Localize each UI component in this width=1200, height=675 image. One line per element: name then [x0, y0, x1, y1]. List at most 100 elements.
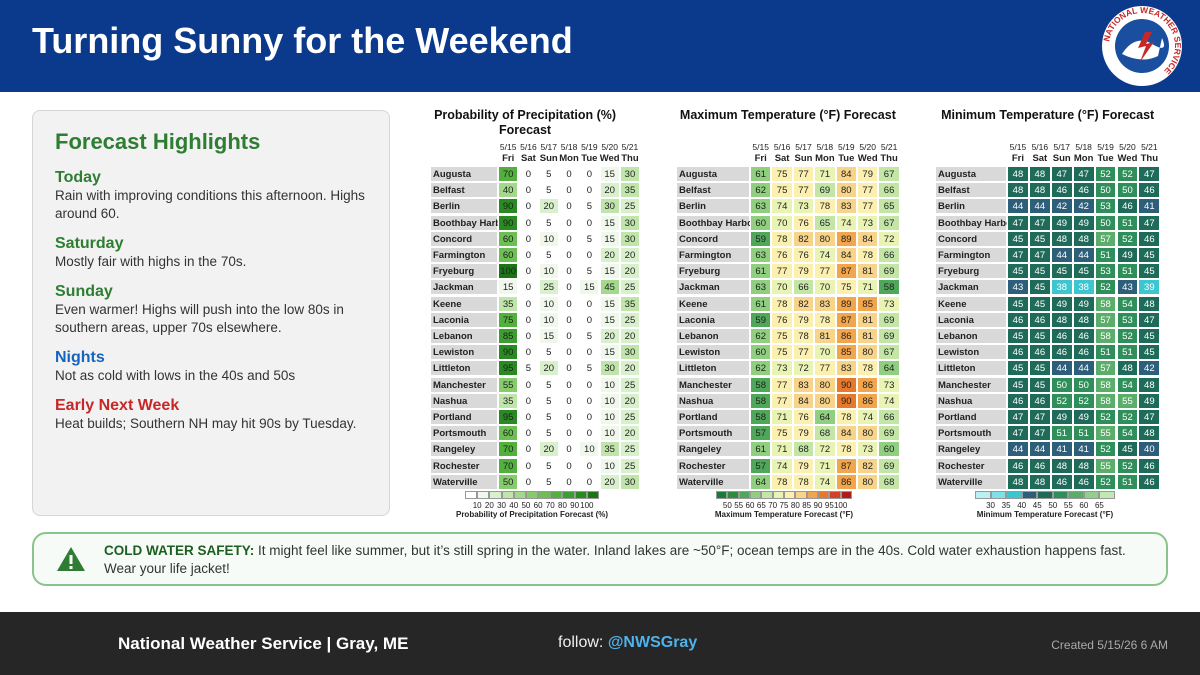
value-cell: 45 [1138, 328, 1161, 344]
value-cell: 52 [1116, 457, 1139, 474]
value-cell: 80 [857, 425, 879, 442]
value-cell: 50 [1116, 182, 1139, 199]
value-cell: 84 [857, 230, 879, 247]
value-cell: 46 [1138, 473, 1161, 490]
value-cell: 25 [619, 311, 641, 328]
table-title: Minimum Temperature (°F) Forecast [941, 108, 1155, 122]
value-cell: 15 [599, 214, 620, 231]
city-name: Jackman [935, 279, 1007, 296]
value-cell: 51 [1050, 425, 1073, 442]
value-cell: 0 [558, 457, 580, 474]
value-cell: 47 [1028, 247, 1051, 263]
value-cell: 74 [835, 214, 857, 231]
value-cell: 64 [750, 473, 772, 490]
value-cell: 70 [814, 279, 836, 296]
value-cell: 0 [558, 425, 580, 442]
highlight-heading: Today [55, 169, 101, 186]
date-header: 5/18 [814, 141, 836, 153]
value-cell: 61 [750, 166, 772, 182]
value-cell: 0 [558, 279, 580, 296]
value-cell: 47 [1072, 166, 1095, 182]
legend-label: Minimum Temperature Forecast (°F) [976, 510, 1114, 519]
value-cell: 48 [1116, 360, 1139, 377]
highlight-text: Not as cold with lows in the 40s and 50s [55, 368, 296, 383]
date-header: 5/20 [599, 141, 620, 153]
value-cell: 79 [792, 263, 815, 280]
date-header: 5/20 [857, 141, 879, 153]
table-title: Probability of Precipitation (%) Forecas… [434, 108, 617, 137]
value-cell: 20 [619, 425, 641, 442]
value-cell: 78 [771, 473, 793, 490]
value-cell: 62 [750, 182, 772, 199]
value-cell: 90 [498, 344, 519, 361]
value-cell: 86 [857, 376, 879, 393]
value-cell: 46 [1072, 328, 1095, 344]
value-cell: 95 [498, 360, 519, 377]
value-cell: 39 [1138, 279, 1161, 296]
value-cell: 5 [538, 166, 559, 182]
value-cell: 46 [1072, 344, 1095, 361]
city-name: Rochester [676, 457, 750, 474]
value-cell: 5 [538, 457, 559, 474]
city-name: Rangeley [430, 441, 498, 458]
value-cell: 84 [835, 425, 857, 442]
day-header: Fri [750, 153, 772, 165]
value-cell: 0 [579, 166, 600, 182]
day-header: Fri [1007, 153, 1029, 165]
date-header: 5/15 [750, 141, 772, 153]
day-header: Sat [771, 153, 793, 165]
day-header: Sun [792, 153, 815, 165]
day-header: Sat [518, 153, 539, 165]
legend-swatch [975, 491, 991, 499]
value-cell: 46 [1028, 311, 1051, 328]
value-cell: 76 [771, 247, 793, 263]
value-cell: 43 [1116, 279, 1139, 296]
legend-tick-label: 55 [734, 501, 744, 510]
value-cell: 80 [814, 392, 836, 409]
value-cell: 45 [1028, 295, 1051, 312]
value-cell: 89 [835, 295, 857, 312]
value-cell: 25 [619, 279, 641, 296]
value-cell: 0 [518, 328, 539, 344]
value-cell: 0 [558, 360, 580, 377]
value-cell: 48 [1050, 230, 1073, 247]
value-cell: 25 [619, 441, 641, 458]
value-cell: 58 [1094, 295, 1117, 312]
value-cell: 5 [538, 376, 559, 393]
value-cell: 46 [1050, 473, 1073, 490]
value-cell: 20 [619, 392, 641, 409]
value-cell: 87 [835, 263, 857, 280]
legend-swatch [1068, 491, 1084, 499]
value-cell: 80 [814, 230, 836, 247]
value-cell: 77 [792, 182, 815, 199]
value-cell: 5 [538, 214, 559, 231]
city-name: Portland [935, 409, 1007, 425]
value-cell: 52 [1094, 166, 1117, 182]
value-cell: 46 [1007, 344, 1029, 361]
value-cell: 0 [558, 198, 580, 215]
value-cell: 5 [538, 392, 559, 409]
value-cell: 42 [1138, 360, 1161, 377]
value-cell: 20 [619, 328, 641, 344]
value-cell: 5 [538, 409, 559, 425]
value-cell: 52 [1116, 166, 1139, 182]
value-cell: 5 [518, 360, 539, 377]
value-cell: 55 [1094, 457, 1117, 474]
value-cell: 46 [1050, 328, 1073, 344]
value-cell: 85 [835, 344, 857, 361]
value-cell: 10 [579, 441, 600, 458]
value-cell: 67 [878, 166, 900, 182]
value-cell: 70 [498, 441, 519, 458]
day-header: Sun [538, 153, 559, 165]
value-cell: 81 [857, 263, 879, 280]
value-cell: 63 [750, 279, 772, 296]
value-cell: 51 [1116, 263, 1139, 280]
value-cell: 74 [814, 247, 836, 263]
day-header: Thu [1138, 153, 1161, 165]
legend-tick-label: 70 [768, 501, 778, 510]
legend-swatch [513, 491, 526, 499]
handle[interactable]: @NWSGray [607, 634, 698, 651]
value-cell: 20 [599, 328, 620, 344]
value-cell: 30 [619, 230, 641, 247]
legend-tick-label: 100 [833, 501, 848, 510]
